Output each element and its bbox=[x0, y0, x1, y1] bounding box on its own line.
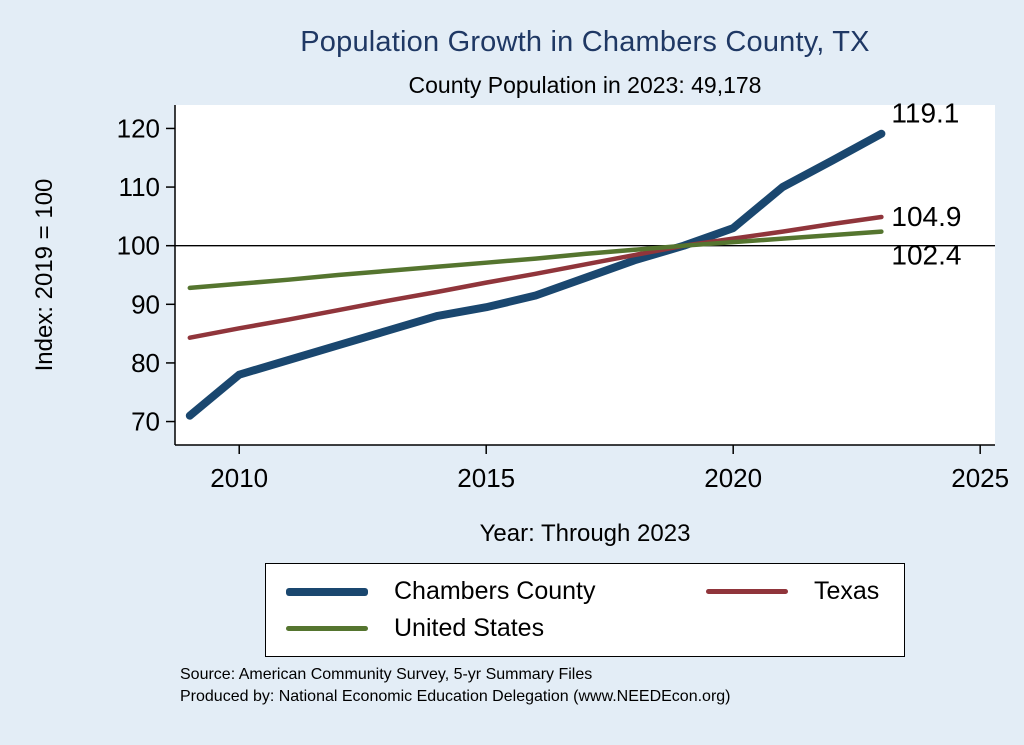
chart-title: Population Growth in Chambers County, TX bbox=[300, 26, 870, 58]
legend-line-sample-texas bbox=[706, 589, 788, 594]
end-value-label-united-states: 102.4 bbox=[891, 240, 961, 271]
x-tick-label: 2025 bbox=[951, 463, 1009, 493]
legend-label-chambers-county: Chambers County bbox=[394, 577, 596, 605]
end-value-label-chambers-county: 119.1 bbox=[891, 98, 959, 129]
y-tick-label: 120 bbox=[117, 113, 160, 143]
source-note: Source: American Community Survey, 5-yr … bbox=[180, 666, 593, 683]
y-tick-label: 110 bbox=[119, 172, 160, 202]
series-line-united-states bbox=[187, 229, 884, 291]
series-line-texas bbox=[187, 214, 884, 340]
produced-by-note: Produced by: National Economic Education… bbox=[180, 688, 731, 705]
legend-item-chambers-county: Chambers County bbox=[286, 577, 706, 606]
legend-line-sample-chambers-county bbox=[286, 587, 368, 596]
x-tick-label: 2020 bbox=[704, 463, 762, 493]
legend-item-texas: Texas bbox=[706, 577, 904, 606]
legend-item-united-states: United States bbox=[286, 614, 706, 643]
y-axis-label: Index: 2019 = 100 bbox=[31, 178, 58, 372]
x-tick-label: 2010 bbox=[210, 463, 268, 493]
x-axis-label: Year: Through 2023 bbox=[479, 520, 691, 547]
end-value-label-texas: 104.9 bbox=[891, 201, 961, 232]
y-tick-label: 80 bbox=[131, 348, 160, 378]
y-tick-label: 70 bbox=[131, 407, 160, 437]
legend-label-united-states: United States bbox=[394, 614, 545, 642]
plot-area: 70 80 90 100 110 120 2010 2015 2020 2025 119.1 104.… bbox=[117, 98, 1009, 493]
y-tick-label: 100 bbox=[117, 231, 160, 261]
x-tick-label: 2015 bbox=[457, 463, 515, 493]
chart-subtitle: County Population in 2023: 49,178 bbox=[408, 72, 762, 98]
y-tick-label: 90 bbox=[131, 289, 160, 319]
legend-line-sample-united-states bbox=[286, 626, 368, 631]
legend: Chambers County Texas United States bbox=[265, 563, 905, 657]
series-line-chambers-county bbox=[185, 129, 886, 420]
legend-label-texas: Texas bbox=[814, 577, 880, 605]
